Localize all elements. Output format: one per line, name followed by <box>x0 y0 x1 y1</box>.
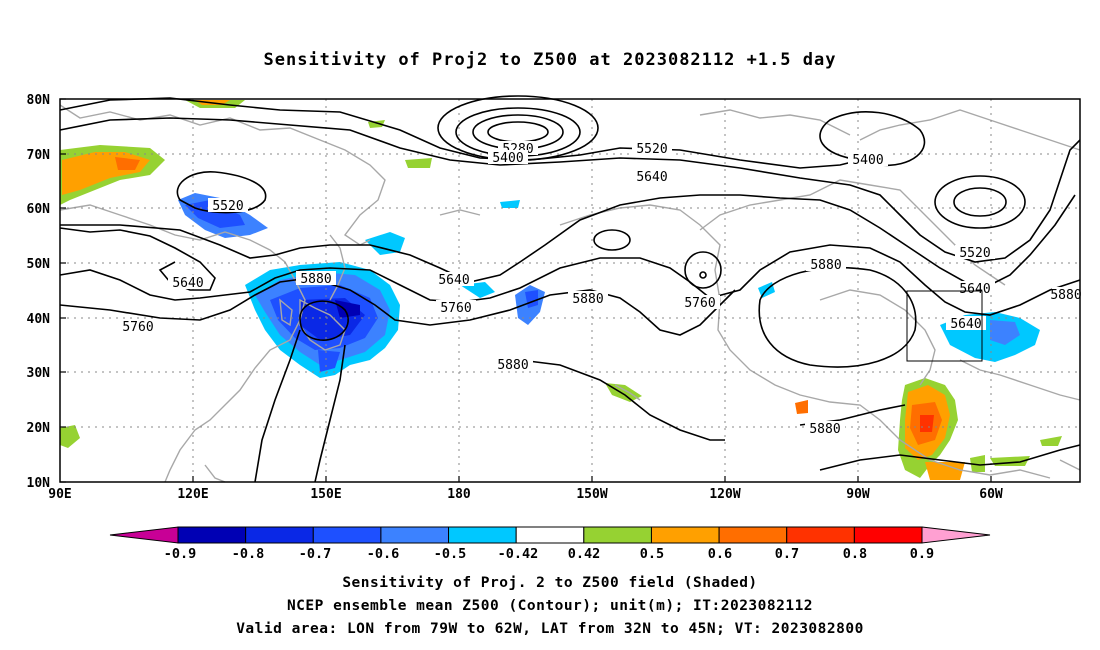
contour-label: 5880 <box>300 272 331 287</box>
colorbar-cell <box>853 526 923 544</box>
lat-label: 40N <box>27 312 51 327</box>
contour-label: 5880 <box>810 258 841 273</box>
axis-ticks <box>60 98 992 483</box>
colorbar-cell <box>650 526 720 544</box>
lat-label: 70N <box>27 148 51 163</box>
shade-negative <box>365 232 405 255</box>
lon-label: 60W <box>979 487 1003 502</box>
shade-negative <box>335 300 360 318</box>
contour-label: 5640 <box>950 317 981 332</box>
map-frame <box>59 98 1081 483</box>
shade-positive <box>795 400 808 414</box>
colorbar-label: 0.8 <box>843 546 867 562</box>
contour-label: 5880 <box>497 358 528 373</box>
shade-positive <box>60 425 80 448</box>
colorbar-label: -0.8 <box>232 546 265 562</box>
shade-negative <box>990 320 1020 345</box>
shade-positive <box>405 158 432 168</box>
lon-label: 120W <box>709 487 740 502</box>
colorbar-cell <box>583 526 652 544</box>
colorbar-label: -0.9 <box>164 546 197 562</box>
contour-label: 5880 <box>1050 288 1081 303</box>
contour-label: 5520 <box>212 199 243 214</box>
shade-negative <box>500 200 520 208</box>
lat-label: 10N <box>27 476 51 491</box>
contour-label: 5640 <box>172 276 203 291</box>
colorbar-cell <box>245 526 314 544</box>
colorbar-cell <box>515 526 585 544</box>
lon-label: 120E <box>177 487 208 502</box>
valid-area-box <box>906 290 983 362</box>
contour-label: 5760 <box>684 296 715 311</box>
lat-label: 30N <box>27 366 51 381</box>
colorbar-label: 0.42 <box>568 546 601 562</box>
caption-contour: NCEP ensemble mean Z500 (Contour); unit(… <box>286 598 814 614</box>
lon-labels: 90E 120E 150E 180 150W 120W 90W 60W <box>48 487 1003 502</box>
colorbar-cell <box>177 526 247 544</box>
lat-label: 60N <box>27 202 51 217</box>
colorbar-labels: -0.9 -0.8 -0.7 -0.6 -0.5 -0.42 0.42 0.5 … <box>164 546 934 562</box>
z500-contours <box>59 95 1081 483</box>
shade-positive <box>1040 436 1062 446</box>
shade-positive <box>970 455 985 472</box>
sensitivity-shading <box>60 100 1062 480</box>
colorbar-label: 0.5 <box>640 546 664 562</box>
caption-valid-area: Valid area: LON from 79W to 62W, LAT fro… <box>236 621 864 637</box>
colorbar-cell <box>718 526 788 544</box>
contour-labels: 5280 5400 5520 5640 5400 5520 5640 5640 … <box>118 141 1082 437</box>
lat-labels: 80N 70N 60N 50N 40N 30N 20N 10N <box>27 93 51 491</box>
shade-positive <box>925 462 965 480</box>
contour-label: 5520 <box>636 142 667 157</box>
contour-label: 5400 <box>492 151 523 166</box>
contour-label: 5520 <box>959 246 990 261</box>
colorbar-right-arrow <box>921 526 991 544</box>
colorbar-label: 0.9 <box>910 546 934 562</box>
contour-label: 5400 <box>852 153 883 168</box>
colorbar-label: -0.42 <box>498 546 539 562</box>
lat-label: 80N <box>27 93 51 108</box>
colorbar-left-arrow <box>109 526 179 544</box>
colorbar-cell <box>380 526 450 544</box>
contour-label: 5880 <box>572 292 603 307</box>
lon-label: 150W <box>576 487 607 502</box>
colorbar-label: -0.6 <box>367 546 400 562</box>
shade-negative <box>318 350 340 372</box>
contour-label: 5760 <box>122 320 153 335</box>
lat-label: 50N <box>27 257 51 272</box>
lat-label: 20N <box>27 421 51 436</box>
lon-label: 90E <box>48 487 71 502</box>
contour-label: 5640 <box>636 170 667 185</box>
contour-label: 5640 <box>959 282 990 297</box>
colorbar-cell <box>448 526 517 544</box>
colorbar-label: 0.7 <box>775 546 799 562</box>
colorbar-cell <box>786 526 855 544</box>
shade-positive <box>920 415 934 432</box>
lon-label: 90W <box>846 487 870 502</box>
shade-negative <box>185 200 245 228</box>
lon-label: 150E <box>310 487 341 502</box>
contour-label: 5880 <box>809 422 840 437</box>
colorbar-cell <box>312 526 382 544</box>
colorbar: -0.9 -0.8 -0.7 -0.6 -0.5 -0.42 0.42 0.5 … <box>109 526 991 562</box>
colorbar-label: -0.7 <box>299 546 332 562</box>
shade-positive <box>115 157 140 170</box>
caption-shaded: Sensitivity of Proj. 2 to Z500 field (Sh… <box>342 575 758 591</box>
lon-label: 180 <box>447 487 471 502</box>
colorbar-label: 0.6 <box>708 546 732 562</box>
contour-label: 5640 <box>438 273 469 288</box>
plot-title: Sensitivity of Proj2 to Z500 at 20230821… <box>263 50 837 70</box>
colorbar-label: -0.5 <box>434 546 467 562</box>
contour-label: 5760 <box>440 301 471 316</box>
